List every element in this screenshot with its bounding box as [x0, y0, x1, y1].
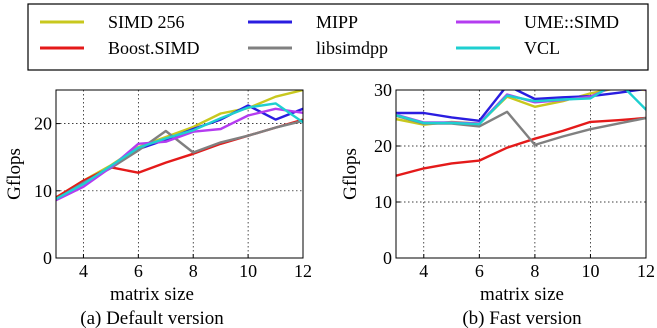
y-tick-label: 10	[34, 181, 52, 201]
x-tick-label: 6	[134, 261, 143, 281]
y-tick-label: 0	[383, 248, 392, 268]
y-tick-label: 30	[374, 80, 392, 100]
series-line-libsimdpp	[396, 110, 646, 147]
plot-area: 4 6 8 10 12 0 10 20 30	[374, 80, 655, 281]
series-line-boost-simd	[396, 116, 646, 177]
x-tick-label: 12	[294, 261, 312, 281]
x-tick-label: 4	[419, 261, 428, 281]
chart-panel-default: 4 6 8 10 12 0 10 20 matrix size Gflops (a) Defa…	[4, 89, 312, 328]
x-tick-label: 10	[239, 261, 257, 281]
series-line-mipp	[56, 104, 303, 201]
legend-label: VCL	[524, 38, 560, 58]
legend-label: libsimdpp	[316, 38, 388, 58]
series-line-mipp	[396, 90, 646, 123]
series-group	[56, 90, 303, 202]
y-tick-label: 20	[34, 114, 52, 134]
series-line-vcl	[56, 102, 303, 201]
plot-frame	[55, 89, 304, 259]
plot-area: 4 6 8 10 12 0 10 20	[34, 89, 312, 281]
plot-frame	[395, 89, 647, 259]
x-tick-label: 4	[79, 261, 88, 281]
y-tick-label: 20	[374, 136, 392, 156]
y-tick-label: 10	[374, 192, 392, 212]
x-tick-label: 8	[530, 261, 539, 281]
legend-box	[27, 3, 649, 71]
series-group	[396, 90, 646, 177]
y-tick-label: 0	[43, 248, 52, 268]
x-axis-label: matrix size	[110, 284, 194, 305]
legend-label: SIMD 256	[108, 12, 185, 32]
x-tick-label: 8	[189, 261, 198, 281]
chart-caption: (a) Default version	[80, 308, 224, 328]
legend-label: MIPP	[316, 12, 358, 32]
chart-caption: (b) Fast version	[462, 308, 582, 328]
x-tick-label: 6	[475, 261, 484, 281]
legend-label: UME::SIMD	[524, 12, 619, 32]
y-axis-label: Gflops	[340, 148, 361, 200]
y-axis-label: Gflops	[4, 148, 25, 200]
series-line-vcl	[396, 90, 646, 126]
series-line-ume-simd	[56, 107, 303, 202]
legend-label: Boost.SIMD	[108, 38, 200, 58]
x-tick-label: 12	[637, 261, 655, 281]
x-axis-label: matrix size	[480, 284, 564, 305]
x-tick-label: 10	[581, 261, 599, 281]
chart-panel-fast: 4 6 8 10 12 0 10 20 30 matrix size Gflops (b) Fa…	[340, 80, 655, 328]
